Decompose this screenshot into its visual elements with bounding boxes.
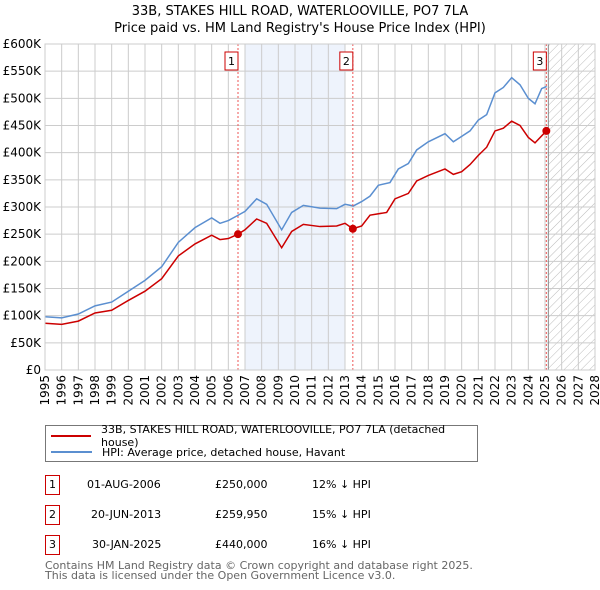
x-tick-label: 2007 xyxy=(238,375,252,406)
transaction-price: £250,000 xyxy=(215,478,268,491)
x-tick-label: 2013 xyxy=(338,375,352,406)
sale-label-box xyxy=(339,51,354,71)
x-tick-label: 2002 xyxy=(155,375,169,406)
y-tick-label: £300K xyxy=(3,200,43,214)
y-tick-label: £450K xyxy=(3,119,43,133)
sale-label-box xyxy=(224,51,239,71)
x-tick-label: 1996 xyxy=(55,375,69,406)
x-tick-label: 2000 xyxy=(121,375,135,406)
transaction-row: 1 01-AUG-2006 £250,000 12% ↓ HPI xyxy=(45,475,465,495)
sale-label: 1 xyxy=(228,55,235,68)
x-tick-label: 2018 xyxy=(421,375,435,406)
x-tick-label: 2024 xyxy=(521,375,535,406)
x-tick-label: 2022 xyxy=(488,375,502,406)
y-tick-label: £150K xyxy=(3,282,43,296)
transaction-row: 3 30-JAN-2025 £440,000 16% ↓ HPI xyxy=(45,535,465,555)
y-tick-label: £500K xyxy=(3,91,43,105)
sale-label: 2 xyxy=(343,55,350,68)
x-tick-label: 2006 xyxy=(221,375,235,406)
sale-label-box xyxy=(532,51,547,71)
sale-point xyxy=(348,224,357,233)
plot-border xyxy=(44,43,596,371)
x-tick-label: 2009 xyxy=(271,375,285,406)
x-tick-label: 1995 xyxy=(38,375,52,406)
chart-subtitle: Price paid vs. HM Land Registry's House … xyxy=(114,21,486,36)
sale-label: 3 xyxy=(536,55,543,68)
transaction-hpi: 16% ↓ HPI xyxy=(312,538,371,551)
x-tick-label: 2020 xyxy=(455,375,469,406)
footer-line: This data is licensed under the Open Gov… xyxy=(45,569,396,582)
x-tick-label: 2004 xyxy=(188,375,202,406)
x-tick-label: 2028 xyxy=(588,375,600,406)
x-tick-label: 2027 xyxy=(571,375,585,406)
marker-label: 2 xyxy=(45,505,60,525)
transaction-date: 20-JUN-2013 xyxy=(91,508,162,521)
y-tick-label: £50K xyxy=(10,336,42,350)
x-tick-label: 2017 xyxy=(405,375,419,406)
x-tick-label: 2025 xyxy=(538,375,552,406)
series-line xyxy=(44,120,549,326)
x-tick-label: 2010 xyxy=(288,375,302,406)
x-tick-label: 2014 xyxy=(355,375,369,406)
marker-label: 1 xyxy=(45,475,60,495)
transaction-date: 30-JAN-2025 xyxy=(92,538,162,551)
x-tick-label: 2008 xyxy=(255,375,269,406)
x-tick-label: 2003 xyxy=(171,375,185,406)
sale-point xyxy=(234,230,242,239)
x-tick-label: 2001 xyxy=(138,375,152,406)
footer-line: Contains HM Land Registry data © Crown c… xyxy=(45,559,473,572)
legend: 33B, STAKES HILL ROAD, WATERLOOVILLE, PO… xyxy=(45,423,478,462)
transaction-hpi: 15% ↓ HPI xyxy=(312,508,371,521)
x-tick-label: 2015 xyxy=(371,375,385,406)
series-line xyxy=(44,76,547,319)
x-tick-label: 2019 xyxy=(438,375,452,406)
y-tick-label: £600K xyxy=(3,37,43,51)
y-tick-label: £350K xyxy=(3,173,43,187)
price-chart: £0 £50K £100K £150K £200K £250K £300K £350K £400… xyxy=(3,37,600,406)
y-tick-label: £0 xyxy=(26,363,41,377)
y-tick-label: £550K xyxy=(3,64,43,78)
transaction-price: £259,950 xyxy=(215,508,268,521)
chart-title: 33B, STAKES HILL ROAD, WATERLOOVILLE, PO… xyxy=(131,4,469,19)
transaction-price: £440,000 xyxy=(215,538,268,551)
x-tick-label: 2011 xyxy=(305,375,319,406)
transaction-hpi: 12% ↓ HPI xyxy=(312,478,371,491)
transaction-row: 2 20-JUN-2013 £259,950 15% ↓ HPI xyxy=(45,505,465,525)
legend-label-hpi: HPI: Average price, detached house, Hava… xyxy=(102,445,346,459)
transaction-date: 01-AUG-2006 xyxy=(87,478,161,491)
y-tick-label: £400K xyxy=(3,146,43,160)
x-tick-label: 1998 xyxy=(88,375,102,406)
legend-swatch-property xyxy=(51,435,92,437)
x-tick-label: 2021 xyxy=(471,375,485,406)
x-tick-label: 2026 xyxy=(555,375,569,406)
x-tick-label: 2012 xyxy=(321,375,335,406)
x-tick-label: 1997 xyxy=(71,375,85,406)
y-tick-label: £200K xyxy=(3,254,43,268)
footer: Contains HM Land Registry data © Crown c… xyxy=(45,559,473,582)
x-tick-label: 2023 xyxy=(505,375,519,406)
sale-point xyxy=(542,126,551,135)
x-tick-label: 2016 xyxy=(388,375,402,406)
x-tick-label: 2005 xyxy=(205,375,219,406)
legend-label-property: 33B, STAKES HILL ROAD, WATERLOOVILLE, PO… xyxy=(101,423,446,449)
x-tick-label: 1999 xyxy=(105,375,119,406)
y-tick-label: £100K xyxy=(3,309,43,323)
y-tick-label: £250K xyxy=(3,227,43,241)
legend-swatch-hpi xyxy=(51,451,92,453)
marker-label: 3 xyxy=(45,535,60,555)
